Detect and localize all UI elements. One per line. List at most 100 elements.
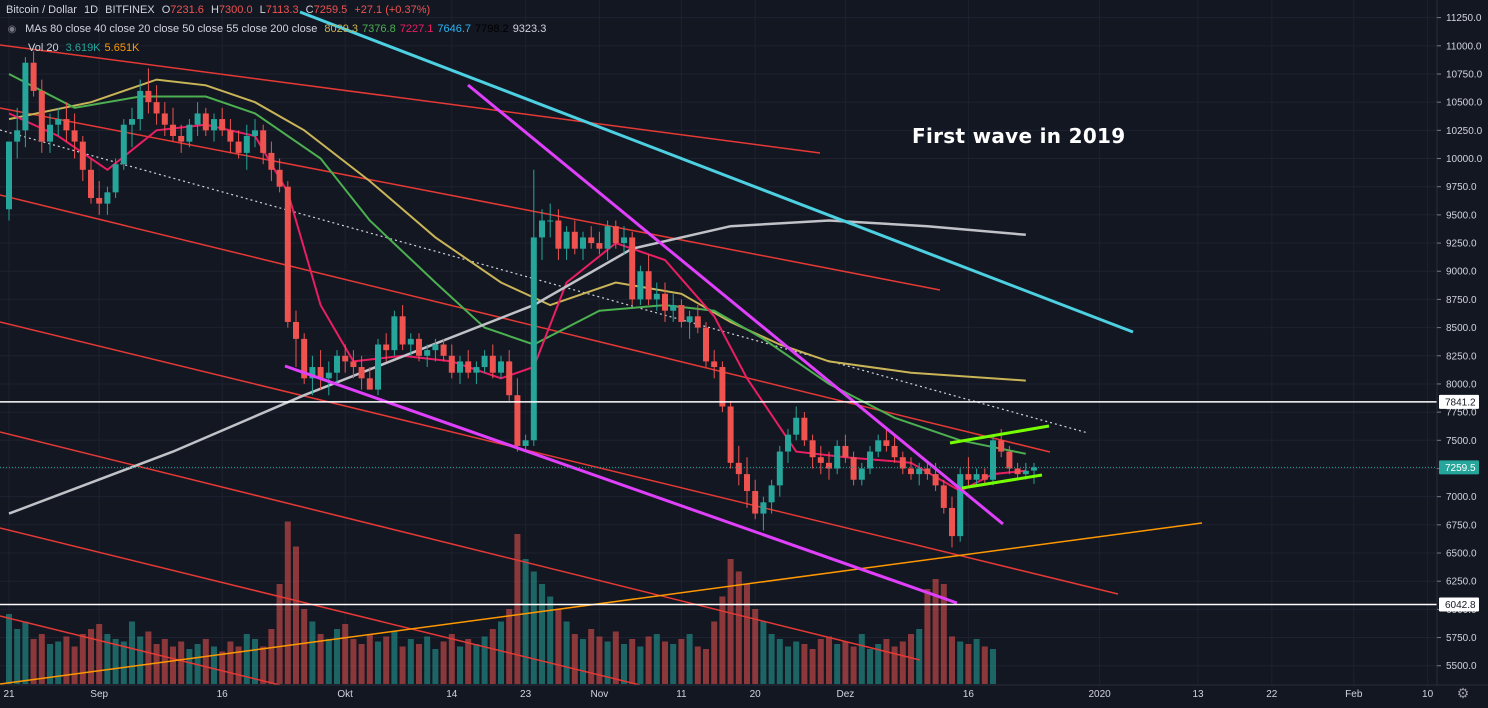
low-label: L	[259, 4, 266, 16]
volume-bar	[817, 639, 824, 684]
volume-bar	[170, 646, 176, 684]
time-tick-label: 16	[963, 689, 975, 700]
symbol-name: Bitcoin / Dollar	[6, 4, 77, 16]
volume-bar	[809, 649, 816, 684]
volume-bar	[752, 609, 759, 684]
price-axis-panel	[1437, 0, 1488, 708]
volume-bar	[407, 639, 414, 684]
volume-bar	[276, 584, 283, 684]
volume-bar	[981, 646, 988, 684]
vol-legend[interactable]: Vol 20 3.619K 5.651K	[28, 42, 147, 54]
ma-legend[interactable]: ◉ MAs 80 close 40 close 20 close 50 clos…	[6, 23, 554, 36]
candle-body	[1014, 468, 1021, 475]
symbol-legend: Bitcoin / Dollar 1D BITFINEX O7231.6 H73…	[6, 4, 434, 16]
ma-value-1: 7376.8	[362, 23, 396, 35]
volume-bar	[432, 649, 439, 684]
volume-bar	[375, 641, 381, 684]
candle-body	[407, 338, 414, 345]
candle-body	[875, 440, 882, 452]
price-tag-label: 7259.5	[1445, 463, 1476, 474]
candle-body	[940, 485, 947, 508]
volume-bar	[334, 629, 340, 684]
volume-bar	[145, 631, 152, 684]
candle-body	[489, 355, 496, 373]
candle-body	[604, 226, 611, 249]
volume-bar	[957, 641, 964, 684]
candle-body	[227, 130, 234, 142]
time-tick-label: 14	[446, 689, 458, 700]
price-tag-bg	[1439, 597, 1479, 612]
volume-bar	[580, 639, 586, 684]
volume-bar	[990, 649, 996, 684]
price-tick-label: 10250.0	[1446, 126, 1483, 137]
volume-bar	[309, 621, 316, 684]
candle-body	[153, 102, 160, 114]
candle-body	[850, 457, 857, 480]
candle-body	[596, 243, 603, 249]
candle-body	[932, 474, 939, 486]
candle-body	[399, 316, 406, 345]
candle-body	[801, 417, 808, 441]
volume-bar	[153, 644, 160, 684]
candle-body	[760, 502, 767, 514]
volume-bar	[703, 649, 709, 684]
volume-bar	[711, 621, 718, 684]
volume-bar	[653, 634, 660, 684]
time-axis-panel	[0, 685, 1488, 708]
candle-body	[711, 361, 718, 368]
volume-bar	[629, 639, 636, 684]
time-tick-label: 20	[750, 689, 762, 700]
volume-bar	[891, 646, 898, 684]
price-tick-label: 10500.0	[1446, 98, 1483, 109]
candle-body	[96, 197, 103, 204]
trend-line-red	[0, 527, 641, 686]
price-tag-bg	[1439, 460, 1479, 475]
volume-bar	[47, 644, 53, 684]
candle-body	[793, 417, 800, 435]
volume-bar	[604, 641, 611, 684]
volume-bar	[383, 636, 390, 684]
volume-bar	[875, 644, 882, 684]
trend-line-orange	[0, 522, 1203, 685]
candle-body	[571, 231, 578, 249]
candle-body	[457, 361, 463, 373]
exchange: BITFINEX	[105, 4, 155, 16]
price-tick-label: 8250.0	[1446, 351, 1477, 362]
candle-body	[612, 226, 619, 244]
volume-bar	[645, 636, 652, 684]
volume-bar	[350, 639, 357, 684]
volume-bar	[22, 621, 29, 684]
candle-body	[194, 113, 201, 125]
volume-bar	[588, 629, 595, 684]
volume-bar	[826, 636, 832, 684]
volume-bar	[30, 639, 37, 684]
volume-bar	[227, 641, 234, 684]
volume-bar	[932, 579, 939, 684]
candle-body	[243, 135, 250, 153]
open-label: O	[161, 4, 171, 16]
volume-bar	[71, 646, 78, 684]
price-tick-label: 6250.0	[1446, 577, 1477, 588]
time-tick-label: 23	[520, 689, 532, 700]
volume-bar	[178, 641, 185, 684]
trend-line-green-upper	[949, 424, 1050, 445]
candle-body	[858, 468, 865, 480]
candle-body	[424, 350, 431, 356]
volume-bar	[555, 609, 562, 684]
candle-body	[260, 130, 267, 153]
candle-body	[104, 192, 111, 204]
eye-icon[interactable]: ◉	[7, 24, 17, 35]
volume-bar	[547, 596, 554, 684]
candle-body	[129, 119, 135, 125]
volume-bar	[342, 624, 349, 684]
ma-200-line	[8, 219, 1026, 515]
candle-body	[916, 468, 923, 475]
trend-line-green-lower	[961, 473, 1043, 490]
volume-bar	[489, 629, 496, 684]
time-tick-label: Okt	[337, 689, 353, 700]
volume-bar	[678, 639, 685, 684]
settings-icon[interactable]: ⚙	[1456, 685, 1470, 701]
candle-body	[211, 119, 217, 131]
